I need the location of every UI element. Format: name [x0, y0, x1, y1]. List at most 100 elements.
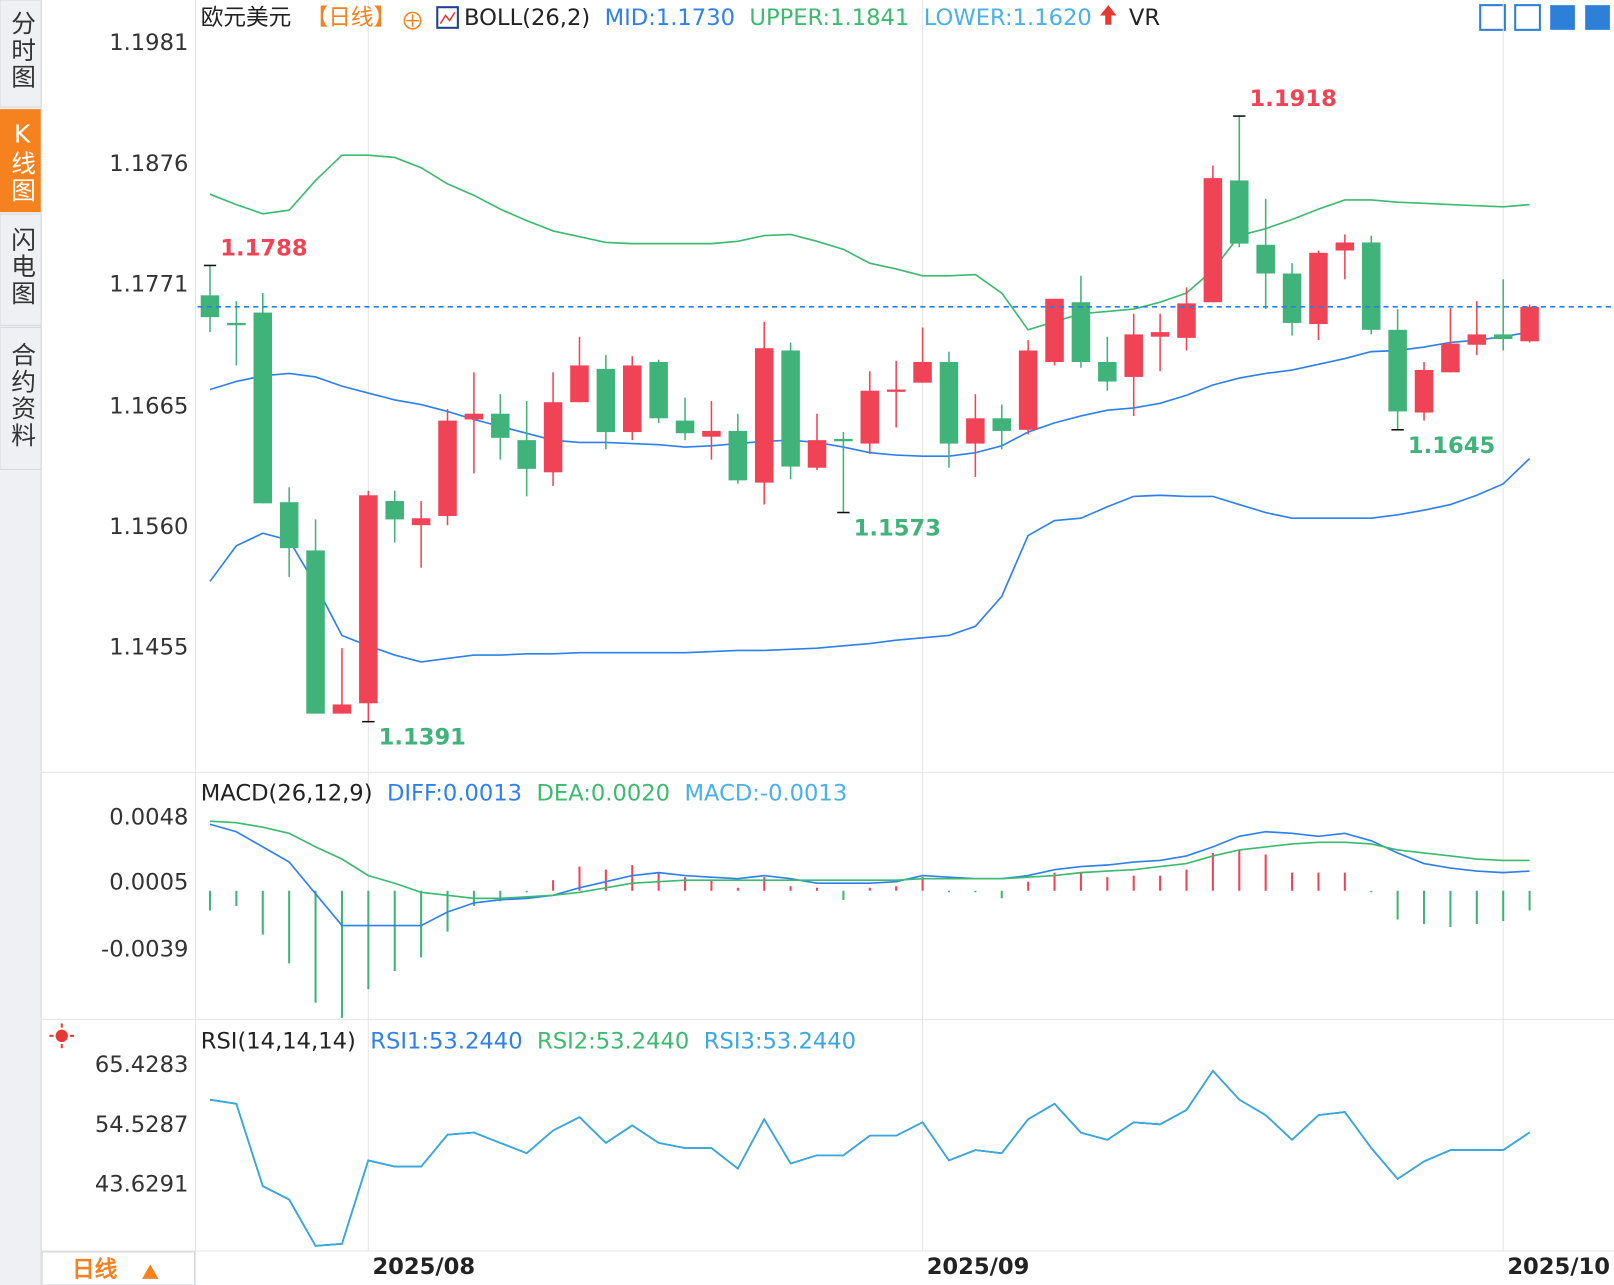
x-tick-label: 2025/10: [1507, 1254, 1610, 1280]
y-tick-label: -0.0039: [101, 936, 188, 962]
candle-body: [253, 312, 273, 504]
y-tick-label: 54.5287: [95, 1112, 189, 1138]
tool-icon[interactable]: [1479, 4, 1506, 31]
candle-body: [1177, 303, 1196, 338]
line: [209, 823, 1530, 927]
tool-icon[interactable]: [1550, 5, 1575, 30]
x-tick-label: 2025/08: [372, 1254, 475, 1280]
candle-body: [728, 430, 748, 481]
candle-body: [411, 518, 431, 526]
candle-body: [227, 322, 246, 326]
legend-label: LOWER:1.1620: [924, 5, 1092, 31]
tab[interactable]: [0, 0, 42, 108]
tool-icon[interactable]: [1585, 5, 1610, 30]
tab[interactable]: [0, 326, 42, 471]
extreme-label: 1.1788: [220, 235, 307, 261]
candle-body: [1361, 242, 1381, 330]
tab-label[interactable]: 合约资料: [8, 342, 37, 449]
candle-body: [702, 430, 721, 437]
candle-body: [1414, 370, 1434, 413]
indicator-name: RSI(14,14,14): [201, 1029, 356, 1055]
legend-label: MACD:-0.0013: [684, 780, 847, 806]
candle-body: [1309, 252, 1328, 325]
y-tick-label: 1.1455: [109, 635, 188, 661]
candle-body: [1150, 332, 1170, 337]
candle-body: [279, 502, 299, 549]
candle-body: [1493, 334, 1513, 340]
legend-label: MID:1.1730: [605, 5, 735, 31]
line: [209, 154, 1530, 331]
candle-body: [570, 365, 589, 403]
indicator-name: MACD(26,12,9): [201, 780, 373, 806]
y-tick-label: 1.1876: [109, 151, 188, 177]
tab-label[interactable]: K线图: [8, 119, 37, 204]
extreme-label: 1.1573: [854, 515, 941, 541]
candle-body: [966, 418, 985, 444]
candle-body: [939, 361, 959, 444]
candle-body: [385, 501, 404, 520]
candle-body: [1071, 302, 1091, 362]
x-tick-label: 2025/09: [927, 1254, 1030, 1280]
tab[interactable]: [0, 213, 42, 326]
tab-label[interactable]: 闪电图: [8, 226, 37, 307]
settings-icon[interactable]: [49, 1023, 75, 1049]
candle-body: [913, 361, 932, 383]
candle-body: [781, 350, 800, 467]
y-tick-label: 1.1771: [109, 271, 188, 297]
candle-body: [1467, 334, 1487, 345]
candle-body: [886, 389, 906, 392]
candle-body: [622, 365, 642, 433]
candle-body: [1282, 273, 1302, 323]
candle-body: [1256, 244, 1275, 274]
y-tick-label: 1.1981: [109, 30, 188, 56]
y-tick-label: 0.0048: [109, 805, 188, 831]
candle-body: [438, 420, 457, 516]
candle-body: [1441, 343, 1460, 373]
indicator-name: VR: [1129, 5, 1160, 31]
candle-body: [834, 438, 853, 442]
indicator-name: BOLL(26,2): [464, 5, 590, 31]
candle-body: [1520, 306, 1539, 342]
y-tick-label: 1.1560: [109, 514, 188, 540]
legend-label: RSI1:53.2440: [370, 1029, 522, 1055]
period-subtitle: 【日线】: [306, 5, 396, 31]
candle-body: [1018, 350, 1038, 430]
line: [209, 1069, 1531, 1247]
extreme-label: 1.1391: [379, 725, 466, 751]
candle-body: [675, 420, 695, 434]
legend-label: DEA:0.0020: [536, 780, 670, 806]
add-icon: [406, 14, 419, 27]
candle-body: [860, 390, 880, 444]
toolbar: [1479, 4, 1610, 31]
line: [209, 820, 1530, 900]
tab-label[interactable]: 分时图: [8, 10, 37, 91]
period-arrow[interactable]: [142, 1264, 159, 1279]
candle-body: [596, 368, 616, 433]
candle-body: [359, 495, 378, 704]
candle-body: [464, 413, 484, 420]
y-tick-label: 43.6291: [95, 1172, 189, 1198]
tool-icon[interactable]: [1514, 4, 1541, 31]
legend-label: RSI2:53.2440: [537, 1029, 689, 1055]
indicator-icon: [439, 11, 456, 25]
period-button[interactable]: [41, 1251, 196, 1285]
candle-body: [306, 550, 325, 714]
legend-label: DIFF:0.0013: [387, 780, 522, 806]
period-label[interactable]: 日线: [72, 1256, 118, 1283]
y-tick-label: 1.1665: [109, 393, 188, 419]
candle-body: [992, 418, 1012, 431]
candle-body: [1203, 178, 1223, 303]
y-tick-label: 0.0005: [109, 870, 188, 896]
vr-icon: [1100, 5, 1117, 25]
legend-label: UPPER:1.1841: [749, 5, 909, 31]
extreme-label: 1.1918: [1250, 86, 1337, 112]
candle-body: [1098, 361, 1117, 382]
add-icon: [403, 11, 422, 30]
candle-body: [332, 704, 352, 714]
tab-active[interactable]: [0, 109, 42, 213]
candle-body: [807, 440, 827, 468]
candle-body: [754, 348, 774, 483]
